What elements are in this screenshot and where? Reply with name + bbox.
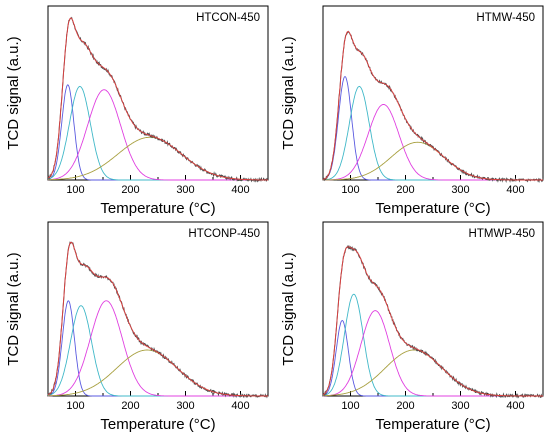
deconvoluted-peak-3 — [323, 104, 543, 181]
x-tick-label: 400 — [506, 400, 524, 412]
x-tick-label: 300 — [451, 184, 469, 196]
deconvoluted-peak-2 — [323, 85, 543, 181]
panel-title: HTMW-450 — [476, 12, 535, 24]
x-tick-label: 300 — [176, 400, 194, 412]
fitted-envelope-curve — [322, 246, 543, 397]
panel-title: HTCONP-450 — [188, 228, 260, 240]
x-axis-title: Temperature (°C) — [375, 416, 490, 433]
x-axis-title: Temperature (°C) — [375, 200, 490, 217]
y-axis-title: TCD signal (a.u.) — [5, 36, 22, 149]
measured-tcd-curve — [47, 16, 269, 183]
x-tick-label: 100 — [66, 400, 84, 412]
fitted-envelope-curve — [322, 31, 543, 181]
x-tick-label: 100 — [341, 400, 359, 412]
deconvoluted-peak-1 — [47, 300, 268, 397]
chart-panel-2: 100 200 300 400 Temperature (°C) TCD signal (… — [280, 5, 544, 217]
chart-panel-1: 100 200 300 400 Temperature (°C) TCD signal (… — [5, 5, 269, 217]
measured-tcd-curve — [322, 30, 544, 184]
x-axis-title: Temperature (°C) — [100, 416, 215, 433]
fitted-envelope-curve — [47, 241, 268, 397]
panel-title: HTCON-450 — [196, 12, 260, 24]
x-tick-label: 100 — [66, 184, 84, 196]
y-axis-title: TCD signal (a.u.) — [280, 252, 297, 365]
deconvoluted-peak-2 — [322, 293, 543, 397]
x-tick-label: 200 — [121, 184, 139, 196]
x-tick-label: 100 — [341, 184, 359, 196]
x-tick-label: 200 — [396, 400, 414, 412]
x-tick-label: 300 — [451, 400, 469, 412]
chart-panel-3: 100 200 300 400 Temperature (°C) TCD signal (… — [5, 221, 269, 433]
chart-panel-4: 100 200 300 400 Temperature (°C) TCD signal (… — [280, 221, 544, 433]
deconvoluted-peak-3 — [48, 300, 268, 397]
deconvoluted-peak-2 — [47, 85, 268, 181]
measured-tcd-curve — [322, 245, 544, 399]
x-tick-label: 400 — [506, 184, 524, 196]
x-tick-label: 400 — [231, 400, 249, 412]
deconvoluted-peak-4 — [323, 349, 543, 397]
deconvoluted-peak-4 — [48, 136, 268, 181]
x-tick-label: 300 — [176, 184, 194, 196]
deconvoluted-peak-4 — [48, 349, 268, 397]
y-axis-title: TCD signal (a.u.) — [5, 252, 22, 365]
y-axis-title: TCD signal (a.u.) — [280, 36, 297, 149]
x-axis-title: Temperature (°C) — [100, 200, 215, 217]
measured-tcd-curve — [47, 241, 269, 399]
x-tick-label: 200 — [396, 184, 414, 196]
deconvoluted-peak-3 — [48, 89, 268, 181]
deconvoluted-peak-2 — [47, 305, 268, 397]
plot-frame — [322, 221, 544, 397]
x-tick-label: 200 — [121, 400, 139, 412]
panel-title: HTMWP-450 — [469, 228, 535, 240]
plot-frame — [47, 5, 269, 181]
fitted-envelope-curve — [47, 17, 268, 181]
deconvoluted-peak-3 — [323, 310, 543, 397]
deconvoluted-peak-1 — [47, 84, 268, 181]
x-tick-label: 400 — [231, 184, 249, 196]
